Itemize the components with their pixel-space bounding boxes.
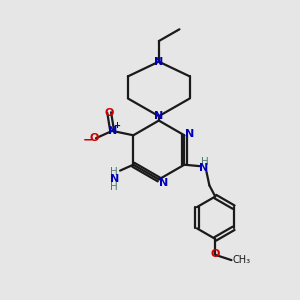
Text: +: +: [113, 121, 120, 130]
Text: H: H: [110, 167, 118, 177]
Text: O: O: [90, 133, 99, 143]
Text: N: N: [159, 178, 168, 188]
Text: O: O: [211, 249, 220, 259]
Text: H: H: [201, 157, 209, 167]
Text: −: −: [83, 133, 93, 146]
Text: CH₃: CH₃: [233, 255, 251, 265]
Text: N: N: [154, 111, 164, 121]
Text: N: N: [154, 57, 164, 67]
Text: H: H: [110, 182, 118, 192]
Text: N: N: [199, 163, 208, 173]
Text: O: O: [104, 108, 114, 118]
Text: N: N: [185, 129, 194, 139]
Text: N: N: [107, 126, 117, 136]
Text: N: N: [110, 174, 119, 184]
